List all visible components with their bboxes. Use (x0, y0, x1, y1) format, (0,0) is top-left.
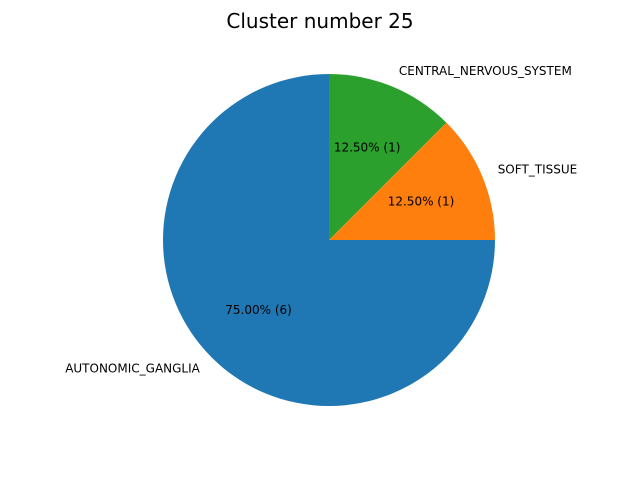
slice-percent-central-nervous-system: 12.50% (1) (334, 140, 401, 154)
slice-percent-autonomic-ganglia: 75.00% (6) (225, 303, 292, 317)
pie-labels: AUTONOMIC_GANGLIA 75.00% (6) SOFT_TISSUE 12… (65, 64, 577, 376)
slice-label-autonomic-ganglia: AUTONOMIC_GANGLIA (65, 362, 200, 376)
chart-title: Cluster number 25 (226, 9, 413, 33)
slice-label-central-nervous-system: CENTRAL_NERVOUS_SYSTEM (399, 64, 572, 78)
slice-percent-soft-tissue: 12.50% (1) (388, 194, 455, 208)
pie-slice-soft-tissue (329, 122, 495, 240)
pie-slices (163, 74, 495, 406)
pie-slice-central-nervous-system (329, 74, 447, 240)
slice-label-soft-tissue: SOFT_TISSUE (498, 163, 578, 177)
